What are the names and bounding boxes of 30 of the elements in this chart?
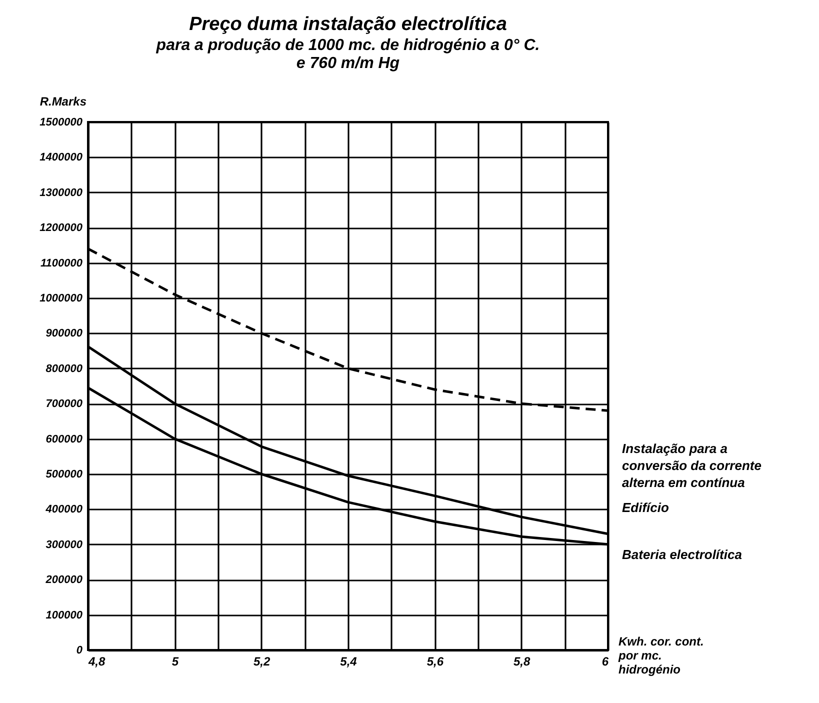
x-tick-label: 5: [172, 654, 179, 668]
x-tick-label: 5,6: [426, 654, 444, 668]
text: Edifício: [622, 499, 670, 516]
y-tick-label: 1400000: [40, 152, 84, 164]
chart-subtitle: para a produção de 1000 mc. de hidrogénio a 0° C. e 760 m/m Hg: [155, 37, 540, 72]
chart-title: Preço duma instalação electrolítica: [189, 14, 508, 35]
y-tick-label: 1500000: [40, 116, 84, 128]
x-tick-label: 5,2: [253, 654, 270, 668]
y-tick-label: 100000: [46, 609, 84, 622]
x-tick-label: 6: [602, 654, 609, 668]
x-axis-title: Kwh. cor. cont. por mc. hidrogénio: [618, 634, 704, 676]
y-tick-label: 1200000: [40, 222, 84, 234]
y-tick-label: 700000: [46, 398, 84, 410]
text: Bateria electrolítica: [622, 546, 743, 563]
y-tick-label: 200000: [44, 574, 84, 586]
x-tick-label: 5,8: [513, 654, 530, 668]
y-tick-label: 0: [76, 644, 84, 656]
y-tick-label: 900000: [46, 328, 84, 340]
y-tick-label: 300000: [46, 538, 84, 551]
y-tick-label: 500000: [46, 468, 84, 480]
y-tick-label: 800000: [46, 362, 84, 375]
y-tick-label: 1300000: [40, 186, 84, 199]
y-tick-label: 600000: [46, 433, 84, 446]
y-tick-label: 1000000: [40, 292, 84, 304]
y-axis-title: R.Marks: [40, 94, 87, 108]
x-tick-label: 5,4: [340, 654, 358, 668]
x-tick-label: 4,8: [88, 654, 106, 668]
text: Instalação para a conversão da corrente alterna em contínua: [622, 440, 762, 491]
y-tick-label: 1100000: [40, 257, 84, 270]
y-tick-label: 400000: [44, 504, 84, 516]
